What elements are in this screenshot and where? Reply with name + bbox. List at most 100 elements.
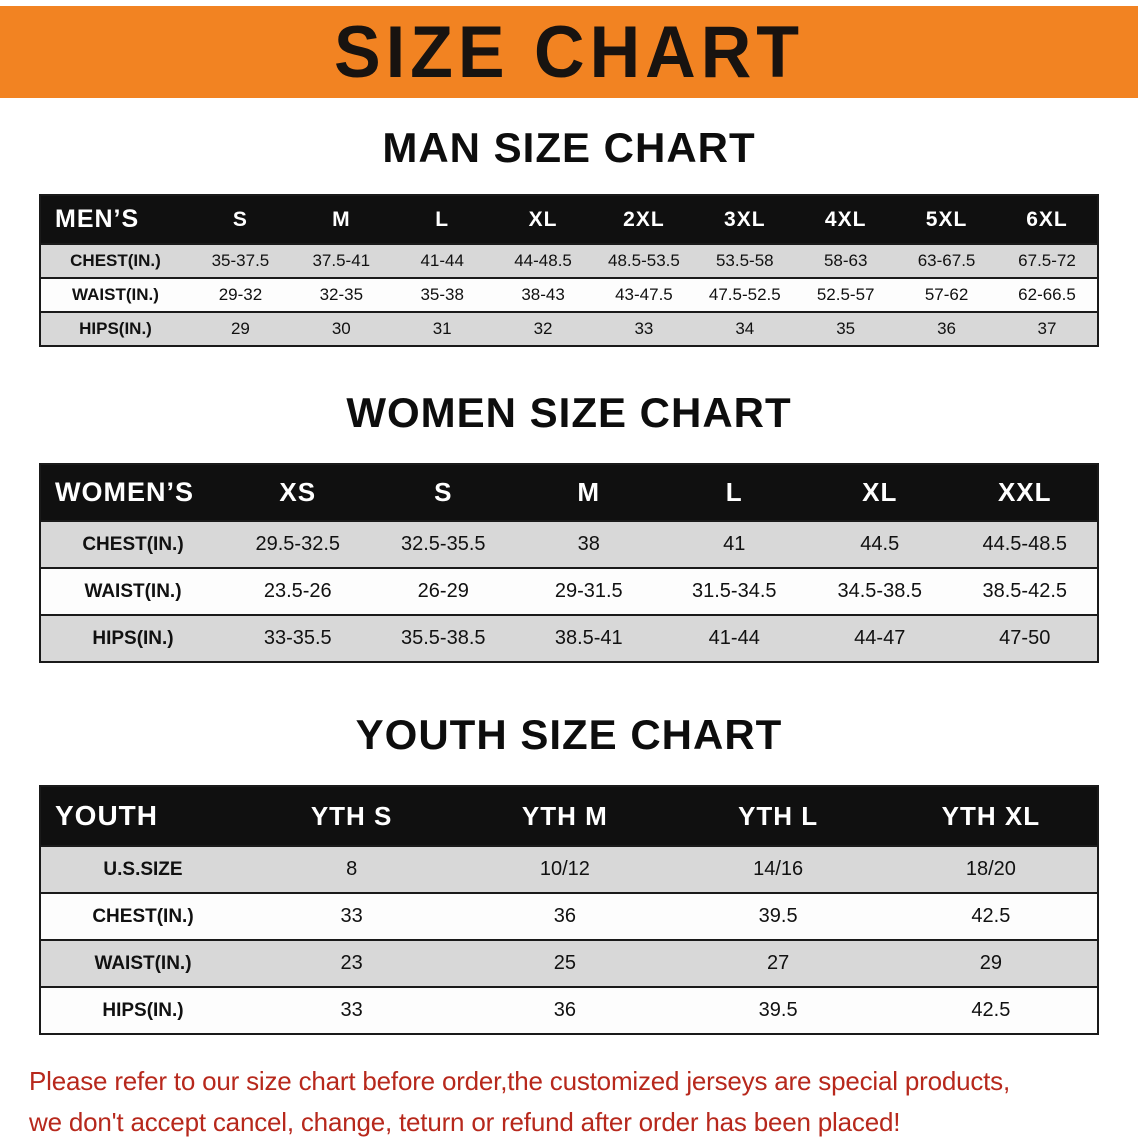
- measurement-value: 44-47: [854, 627, 906, 650]
- measurement-row: WAIST(IN.) 23 25 27 29: [40, 940, 1098, 988]
- size-column-header: YTH M: [458, 786, 672, 847]
- table-group-label: WOMEN’S: [40, 464, 225, 522]
- measurement-value: 35-37.5: [211, 251, 270, 271]
- measurement-value: 43-47.5: [615, 285, 673, 305]
- measurement-value: 35.5-38.5: [400, 627, 486, 650]
- measurement-value: 29-32: [218, 285, 263, 305]
- measurement-value: 25: [553, 952, 576, 975]
- measurement-row-label: HIPS(IN.): [79, 319, 152, 339]
- measurement-row: U.S.SIZE 8 10/12 14/16 18/20: [40, 846, 1098, 894]
- measurement-value: 38-43: [521, 285, 565, 305]
- men-size-table: MEN’S S M L XL 2XL 3XL 4XL 5XL 6XL CHEST(IN.) 35-37…: [39, 194, 1099, 348]
- measurement-value: 34.5-38.5: [837, 580, 922, 603]
- size-column-header: YTH XL: [884, 786, 1098, 847]
- measurement-row-label: CHEST(IN.): [82, 533, 184, 555]
- size-column-header: S: [370, 464, 516, 522]
- youth-size-table: YOUTH YTH S YTH M YTH L YTH XL U.S.SIZE 8 10/12…: [39, 785, 1099, 1036]
- measurement-value: 67.5-72: [1018, 251, 1076, 271]
- size-column-header: XL: [492, 195, 594, 245]
- measurement-value: 38.5-41: [554, 627, 623, 650]
- measurement-row-label: WAIST(IN.): [84, 580, 182, 602]
- women-size-section: WOMEN SIZE CHART WOMEN’S XS S M L XL XXL CHEST(…: [0, 389, 1138, 664]
- measurement-row-label: HIPS(IN.): [92, 627, 174, 649]
- table-group-label: MEN’S: [40, 195, 190, 245]
- size-column-header: YTH L: [671, 786, 885, 847]
- measurement-value: 18/20: [965, 858, 1016, 881]
- measurement-row: CHEST(IN.) 33 36 39.5 42.5: [40, 893, 1098, 941]
- size-column-header: 6XL: [997, 195, 1098, 245]
- measurement-value: 35-38: [420, 285, 464, 305]
- measurement-value: 41-44: [708, 627, 760, 650]
- size-column-header: L: [661, 464, 807, 522]
- measurement-row: HIPS(IN.) 33 36 39.5 42.5: [40, 987, 1098, 1035]
- measurement-row: HIPS(IN.) 33-35.5 35.5-38.5 38.5-41 41-44 44-…: [40, 615, 1098, 663]
- measurement-value: 44-48.5: [514, 251, 572, 271]
- measurement-value: 29: [230, 319, 250, 339]
- size-column-header: M: [516, 464, 662, 522]
- disclaimer: Please refer to our size chart before or…: [29, 1061, 1109, 1142]
- size-table-header-row: MEN’S S M L XL 2XL 3XL 4XL 5XL 6XL: [40, 195, 1098, 245]
- size-chart-image: { "banner": { "title": "SIZE CHART" }, "…: [0, 6, 1138, 1138]
- measurement-row: WAIST(IN.) 23.5-26 26-29 29-31.5 31.5-34.5 34…: [40, 568, 1098, 616]
- measurement-value: 34: [735, 319, 755, 339]
- measurement-row-label: U.S.SIZE: [103, 858, 183, 880]
- measurement-row-label: CHEST(IN.): [92, 905, 194, 927]
- measurement-row: CHEST(IN.) 29.5-32.5 32.5-35.5 38 41 44.5 44.5…: [40, 521, 1098, 569]
- women-section-heading: WOMEN SIZE CHART: [346, 389, 792, 437]
- measurement-value: 33: [634, 319, 654, 339]
- measurement-value: 35: [836, 319, 856, 339]
- measurement-row: WAIST(IN.) 29-32 32-35 35-38 38-43 43-47.5 47.…: [40, 278, 1098, 313]
- measurement-value: 8: [346, 858, 358, 881]
- measurement-value: 63-67.5: [917, 251, 976, 271]
- size-column-header: XS: [225, 464, 371, 522]
- measurement-value: 44.5-48.5: [982, 533, 1067, 556]
- measurement-value: 32: [533, 319, 553, 339]
- size-column-header: M: [290, 195, 392, 245]
- table-group-label: YOUTH: [40, 786, 245, 847]
- size-column-header: S: [190, 195, 291, 245]
- measurement-value: 14/16: [753, 858, 804, 881]
- measurement-row: HIPS(IN.) 29 30 31 32 33 34 35 36 37: [40, 312, 1098, 347]
- measurement-value: 36: [937, 319, 957, 339]
- measurement-value: 39.5: [758, 999, 798, 1022]
- measurement-value: 62-66.5: [1018, 285, 1076, 305]
- measurement-value: 52.5-57: [816, 285, 875, 305]
- size-column-header: 3XL: [694, 195, 796, 245]
- size-column-header: L: [391, 195, 493, 245]
- measurement-value: 42.5: [971, 905, 1011, 928]
- measurement-value: 42.5: [971, 999, 1011, 1022]
- measurement-value: 33: [340, 999, 363, 1022]
- measurement-value: 33: [340, 905, 363, 928]
- measurement-row-label: WAIST(IN.): [94, 952, 192, 974]
- measurement-value: 41-44: [420, 251, 464, 271]
- measurement-row-label: HIPS(IN.): [102, 999, 184, 1021]
- measurement-value: 33-35.5: [263, 627, 332, 650]
- title-banner: SIZE CHART: [0, 6, 1138, 98]
- measurement-value: 41: [723, 533, 746, 556]
- women-size-table: WOMEN’S XS S M L XL XXL CHEST(IN.) 29.5-32.5 32.5…: [39, 463, 1099, 664]
- measurement-value: 26-29: [417, 580, 469, 603]
- disclaimer-line-1: Please refer to our size chart before or…: [29, 1066, 1011, 1097]
- measurement-value: 32-35: [319, 285, 364, 305]
- page-title: SIZE CHART: [334, 11, 804, 93]
- page: SIZE CHART MAN SIZE CHART MEN’S S M L XL 2XL 3…: [0, 6, 1138, 1142]
- measurement-value: 38: [577, 533, 600, 556]
- measurement-value: 36: [553, 905, 576, 928]
- measurement-value: 23: [340, 952, 363, 975]
- youth-section-heading: YOUTH SIZE CHART: [355, 711, 783, 759]
- measurement-value: 29: [979, 952, 1002, 975]
- measurement-value: 10/12: [539, 858, 590, 881]
- men-section-heading: MAN SIZE CHART: [382, 124, 756, 171]
- measurement-value: 29-31.5: [554, 580, 623, 603]
- men-size-section: MAN SIZE CHART MEN’S S M L XL 2XL 3XL 4XL 5XL 6XL…: [0, 124, 1138, 348]
- measurement-value: 27: [767, 952, 790, 975]
- youth-size-section: YOUTH SIZE CHART YOUTH YTH S YTH M YTH L YTH…: [0, 711, 1138, 1036]
- size-table-header-row: YOUTH YTH S YTH M YTH L YTH XL: [40, 786, 1098, 847]
- measurement-value: 47.5-52.5: [708, 285, 781, 305]
- measurement-value: 36: [553, 999, 576, 1022]
- size-table-header-row: WOMEN’S XS S M L XL XXL: [40, 464, 1098, 522]
- measurement-value: 58-63: [823, 251, 868, 271]
- size-column-header: 2XL: [593, 195, 695, 245]
- measurement-value: 37: [1037, 319, 1057, 339]
- measurement-value: 44.5: [860, 533, 900, 556]
